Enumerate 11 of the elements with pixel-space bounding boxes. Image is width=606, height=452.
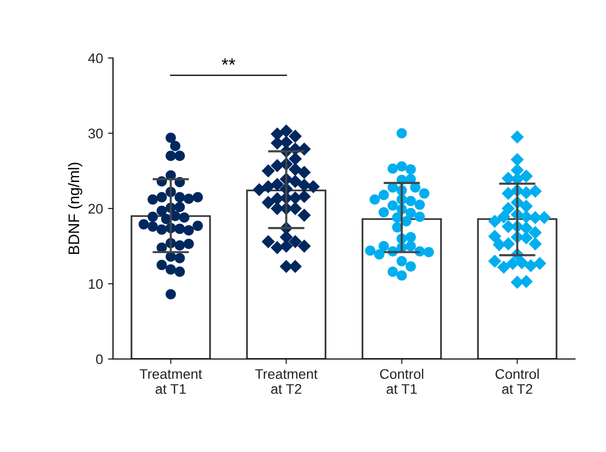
y-tick-label: 30	[88, 128, 103, 138]
x-tick-label: Control at T2	[496, 368, 539, 394]
x-tick-label: Treatment at T2	[255, 369, 318, 394]
y-axis-title: BDNF (ng/ml)	[68, 162, 82, 254]
annotation: **	[222, 58, 236, 65]
y-tick-label: 20	[88, 204, 103, 214]
x-tick-label: Treatment at T1	[140, 369, 202, 394]
y-tick-label: 10	[88, 279, 103, 289]
y-tick-label: 0	[96, 354, 103, 364]
y-tick-label: 40	[88, 53, 103, 64]
x-tick-label: Control at T1	[380, 368, 424, 394]
